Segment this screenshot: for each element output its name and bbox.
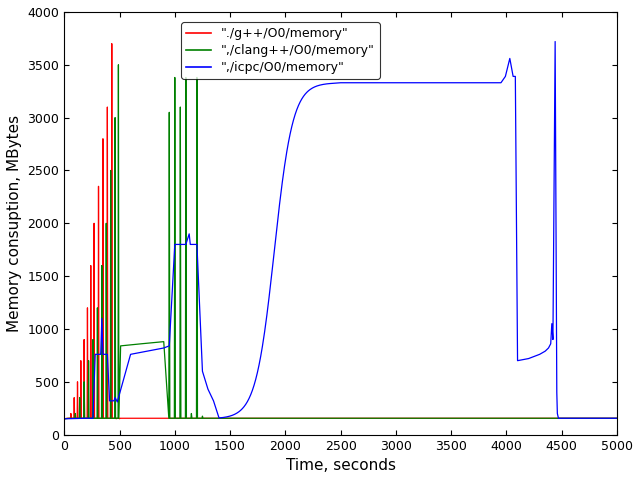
X-axis label: Time, seconds: Time, seconds (285, 458, 396, 473)
Legend: "./g++/O0/memory", ",/clang++/O0/memory", ",/icpc/O0/memory": "./g++/O0/memory", ",/clang++/O0/memory"… (181, 23, 380, 79)
Y-axis label: Memory consuption, MBytes: Memory consuption, MBytes (7, 115, 22, 332)
